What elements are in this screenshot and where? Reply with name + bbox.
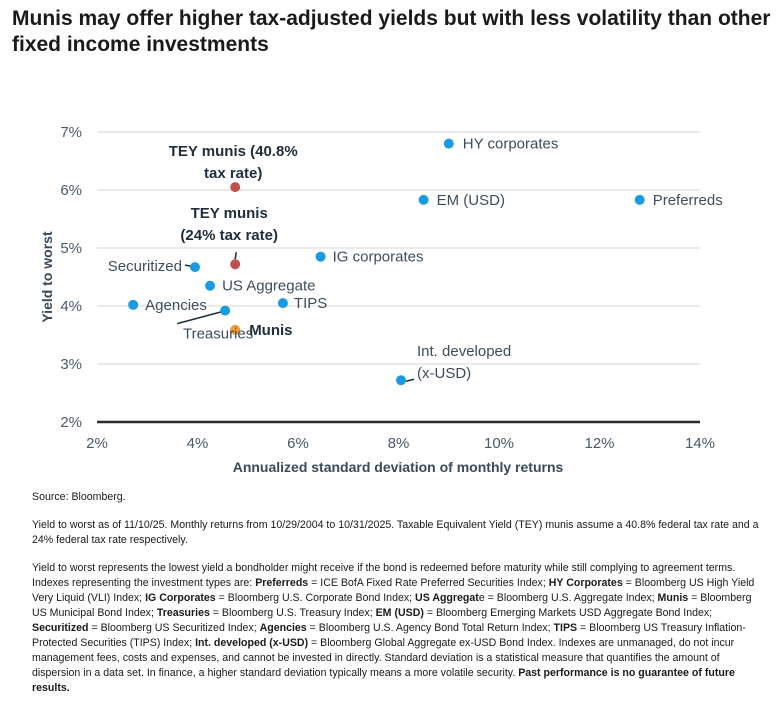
x-tick-labels: 2% 4% 6% 8% 10% 12% 14%	[86, 435, 715, 452]
data-point	[205, 280, 216, 291]
x-tick-label: 2%	[86, 435, 108, 452]
y-tick-label: 4%	[60, 298, 82, 315]
data-point	[418, 194, 429, 205]
data-point	[230, 324, 241, 335]
y-tick-label: 2%	[60, 414, 82, 431]
data-point	[230, 259, 241, 270]
x-tick-label: 14%	[685, 435, 715, 452]
x-tick-label: 6%	[287, 435, 309, 452]
data-point	[443, 138, 454, 149]
footnote-source: Source: Bloomberg.	[32, 491, 126, 503]
leader-tey-24	[234, 252, 237, 260]
footnote-methodology: Yield to worst as of 11/10/25. Monthly r…	[32, 519, 759, 546]
scatter-chart: 2% 3% 4% 5% 6% 7% 2% 4% 6% 8% 10% 12% 14% HY corpor…	[39, 124, 723, 475]
x-tick-label: 4%	[187, 435, 209, 452]
leader-securitized	[184, 264, 192, 267]
leader-lines	[176, 252, 415, 383]
x-tick-label: 10%	[484, 435, 514, 452]
y-axis-label: Yield to worst	[39, 231, 55, 323]
data-point	[277, 298, 288, 309]
data-point	[189, 262, 200, 273]
y-tick-label: 7%	[60, 124, 82, 141]
data-point	[315, 251, 326, 262]
point-label: HY corporates	[463, 136, 559, 153]
x-tick-label: 12%	[584, 435, 614, 452]
point-label: TEY munis (24% tax rate)	[180, 205, 278, 244]
leader-int-developed	[405, 378, 415, 383]
data-points	[128, 138, 645, 386]
point-label: TIPS	[294, 295, 327, 312]
grid-lines	[97, 131, 700, 424]
point-label: Munis	[249, 322, 292, 339]
point-label: Preferreds	[653, 192, 723, 209]
point-label: Agencies	[145, 297, 207, 314]
point-label: Treasuries	[183, 326, 253, 343]
point-label: TEY munis (40.8% tax rate)	[169, 143, 298, 182]
x-axis-label: Annualized standard deviation of monthly…	[233, 459, 564, 475]
y-tick-labels: 2% 3% 4% 5% 6% 7%	[60, 124, 82, 431]
data-point	[396, 375, 407, 386]
point-label: US Aggregate	[222, 278, 315, 295]
point-labels: HY corporates EM (USD) Preferreds TEY munis…	[108, 136, 723, 383]
y-tick-label: 3%	[60, 356, 82, 373]
point-label: IG corporates	[333, 249, 424, 266]
data-point	[634, 194, 645, 205]
leader-treasuries	[176, 310, 223, 325]
footnote-index-definitions: Yield to worst represents the lowest yie…	[32, 562, 755, 694]
y-tick-label: 6%	[60, 182, 82, 199]
x-tick-label: 8%	[388, 435, 410, 452]
chart-title: Munis may offer higher tax-adjusted yiel…	[12, 7, 771, 56]
point-label: Int. developed (x-USD)	[417, 343, 511, 382]
data-point	[220, 305, 231, 316]
y-tick-label: 5%	[60, 240, 82, 257]
point-label: Securitized	[108, 258, 182, 275]
data-point	[128, 299, 139, 310]
footnotes: Source: Bloomberg. Yield to worst as of …	[32, 490, 762, 709]
point-label: EM (USD)	[437, 192, 505, 209]
data-point	[230, 182, 241, 193]
